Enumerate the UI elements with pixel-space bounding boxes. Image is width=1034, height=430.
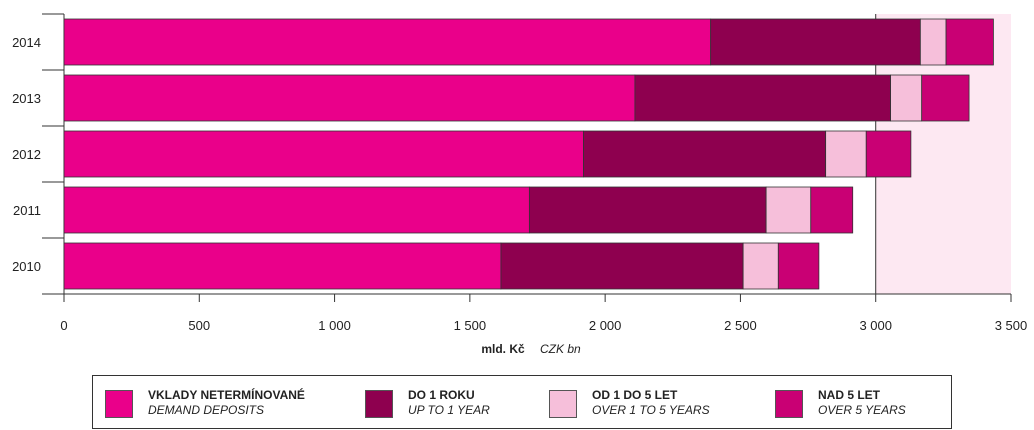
tick-labels: 0 500 1 000 1 500 2 000 2 500 3 000 3 500 2014 20… bbox=[12, 35, 1027, 333]
legend-label-cz: DO 1 ROKU bbox=[408, 388, 475, 402]
bar-segment bbox=[890, 74, 923, 122]
chart: 0 500 1 000 1 500 2 000 2 500 3 000 3 500 2014 20… bbox=[12, 13, 1027, 356]
legend-swatch bbox=[105, 390, 133, 418]
bar-segment bbox=[63, 130, 584, 178]
bar-segment bbox=[810, 186, 854, 234]
x-tick-label: 1 000 bbox=[318, 318, 351, 333]
y-tick-label: 2011 bbox=[13, 203, 41, 218]
x-tick-label: 2 000 bbox=[589, 318, 622, 333]
y-tick-label: 2010 bbox=[12, 259, 41, 274]
x-axis-title-en: CZK bn bbox=[540, 342, 581, 356]
legend-label-en: OVER 1 TO 5 YEARS bbox=[592, 403, 710, 417]
legend-label-en: DEMAND DEPOSITS bbox=[148, 403, 265, 417]
y-tick-label: 2014 bbox=[12, 35, 41, 50]
legend-label: NAD 5 LET OVER 5 YEARS bbox=[818, 388, 906, 418]
bar-segment bbox=[825, 130, 867, 178]
bar-segment bbox=[777, 242, 820, 290]
bar-segment bbox=[63, 18, 712, 66]
bar-segment bbox=[528, 186, 767, 234]
x-tick-label: 3 500 bbox=[995, 318, 1028, 333]
legend-label: OD 1 DO 5 LET OVER 1 TO 5 YEARS bbox=[592, 388, 710, 418]
legend-label-en: UP TO 1 YEAR bbox=[408, 403, 490, 417]
bar-segment bbox=[710, 18, 921, 66]
bars bbox=[63, 18, 994, 290]
x-tick-label: 1 500 bbox=[454, 318, 487, 333]
x-tick-label: 500 bbox=[188, 318, 210, 333]
x-tick-label: 3 000 bbox=[859, 318, 892, 333]
y-tick-label: 2012 bbox=[12, 147, 41, 162]
bar-segment bbox=[634, 74, 891, 122]
bar-segment bbox=[500, 242, 744, 290]
legend: VKLADY NETERMÍNOVANÉ DEMAND DEPOSITS DO … bbox=[92, 375, 952, 429]
legend-label-cz: OD 1 DO 5 LET bbox=[592, 388, 678, 402]
legend-swatch bbox=[365, 390, 393, 418]
x-axis-title: mld. Kč bbox=[481, 342, 525, 356]
bar-segment bbox=[63, 74, 636, 122]
legend-label: VKLADY NETERMÍNOVANÉ DEMAND DEPOSITS bbox=[148, 388, 305, 418]
bar-segment bbox=[63, 242, 502, 290]
bar-segment bbox=[63, 186, 530, 234]
legend-label: DO 1 ROKU UP TO 1 YEAR bbox=[408, 388, 490, 418]
bar-segment bbox=[742, 242, 779, 290]
x-tick-label: 2 500 bbox=[724, 318, 757, 333]
legend-label-cz: VKLADY NETERMÍNOVANÉ bbox=[148, 388, 305, 402]
legend-swatch bbox=[549, 390, 577, 418]
y-tick-label: 2013 bbox=[12, 91, 41, 106]
legend-label-en: OVER 5 YEARS bbox=[818, 403, 906, 417]
legend-swatch bbox=[775, 390, 803, 418]
x-tick-label: 0 bbox=[60, 318, 67, 333]
bar-segment bbox=[921, 74, 970, 122]
bar-segment bbox=[765, 186, 812, 234]
bar-segment bbox=[919, 18, 947, 66]
bar-segment bbox=[865, 130, 912, 178]
legend-label-cz: NAD 5 LET bbox=[818, 388, 881, 402]
bar-segment bbox=[945, 18, 994, 66]
bar-segment bbox=[583, 130, 827, 178]
